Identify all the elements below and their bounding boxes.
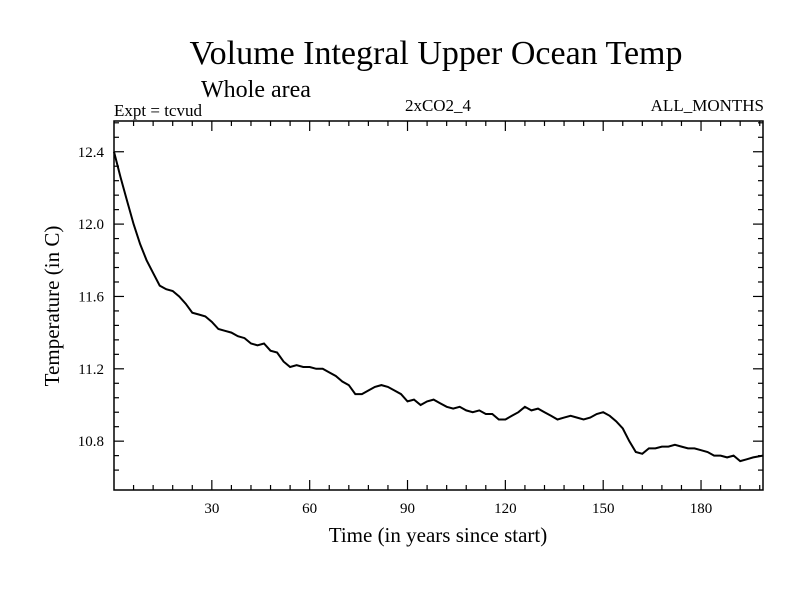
temperature-series-line — [113, 151, 764, 463]
x-tick-label: 150 — [592, 501, 615, 517]
y-tick-label: 11.6 — [78, 289, 104, 305]
y-tick-label: 10.8 — [78, 434, 104, 450]
experiment-label: Expt = tcvud — [114, 101, 202, 120]
y-tick-label: 12.4 — [78, 145, 105, 161]
chart-subtitle: Whole area — [201, 77, 311, 103]
plot-frame — [113, 120, 764, 491]
x-tick-labels: 30 60 90 120 150 180 — [204, 501, 712, 517]
x-axis-label: Time (in years since start) — [329, 523, 548, 547]
x-tick-label: 120 — [494, 501, 517, 517]
y-tick-labels: 10.8 11.2 11.6 12.0 12.4 — [78, 145, 105, 450]
period-label: ALL_MONTHS — [651, 96, 764, 115]
run-label: 2xCO2_4 — [405, 96, 472, 115]
x-tick-label: 90 — [400, 501, 415, 517]
chart-title: Volume Integral Upper Ocean Temp — [190, 35, 683, 72]
y-tick-label: 11.2 — [78, 362, 104, 378]
axis-ticks — [114, 121, 763, 490]
y-tick-label: 12.0 — [78, 217, 104, 233]
x-tick-label: 180 — [690, 501, 713, 517]
y-axis-label: Temperature (in C) — [40, 226, 64, 387]
x-tick-label: 60 — [302, 501, 317, 517]
x-tick-label: 30 — [204, 501, 219, 517]
